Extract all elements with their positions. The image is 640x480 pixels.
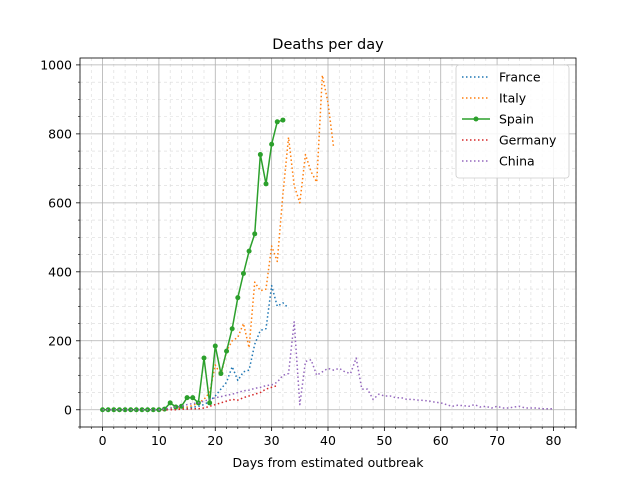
axis-ticks (76, 64, 577, 431)
legend-label-germany: Germany (499, 133, 557, 148)
data-point-spain (229, 326, 235, 332)
x-tick-label: 0 (99, 433, 107, 448)
data-point-spain (184, 395, 190, 401)
x-tick-label: 40 (320, 433, 336, 448)
x-tick-label: 60 (433, 433, 449, 448)
data-point-spain (257, 152, 263, 158)
legend-box (455, 64, 570, 179)
data-point-spain (274, 119, 280, 125)
y-tick-label: 600 (48, 195, 72, 210)
x-tick-label: 20 (207, 433, 223, 448)
y-tick-label: 1000 (40, 57, 72, 72)
data-point-spain (139, 407, 145, 413)
x-tick-label: 80 (546, 433, 562, 448)
chart-title: Deaths per day (272, 37, 384, 53)
data-point-spain (178, 403, 184, 409)
series-line-italy (102, 74, 335, 411)
data-point-spain (246, 248, 252, 254)
data-point-spain (100, 407, 106, 413)
legend-label-china: China (499, 154, 535, 169)
data-point-spain (212, 343, 218, 349)
data-point-spain (252, 231, 258, 237)
legend: France Italy Spain Germany China (455, 64, 570, 179)
x-tick-label: 30 (264, 433, 280, 448)
data-point-spain (269, 141, 275, 147)
data-point-spain (224, 348, 230, 354)
data-point-spain (150, 407, 156, 413)
series-lines (100, 74, 554, 413)
y-tick-label: 0 (64, 402, 72, 417)
data-point-spain (133, 407, 139, 413)
data-point-spain (207, 400, 213, 406)
data-point-spain (167, 400, 173, 406)
data-point-spain (263, 181, 269, 187)
legend-marker-spain (473, 116, 479, 122)
y-tick-label: 200 (48, 333, 72, 348)
legend-label-italy: Italy (499, 91, 527, 106)
x-tick-label: 50 (376, 433, 392, 448)
data-point-spain (190, 395, 196, 401)
legend-label-spain: Spain (499, 112, 534, 127)
data-point-spain (201, 355, 207, 361)
data-point-spain (122, 407, 128, 413)
data-point-spain (235, 295, 241, 301)
y-tick-label: 800 (48, 126, 72, 141)
y-tick-label: 400 (48, 264, 72, 279)
x-tick-label: 10 (151, 433, 167, 448)
data-point-spain (111, 407, 117, 413)
legend-label-france: France (499, 70, 541, 85)
x-axis-label: Days from estimated outbreak (232, 455, 424, 470)
major-grid (80, 58, 576, 427)
data-point-spain (218, 371, 224, 377)
data-point-spain (280, 117, 286, 123)
data-point-spain (240, 271, 246, 277)
x-tick-label: 70 (489, 433, 505, 448)
data-point-spain (105, 407, 111, 413)
series-line-france (102, 284, 290, 411)
